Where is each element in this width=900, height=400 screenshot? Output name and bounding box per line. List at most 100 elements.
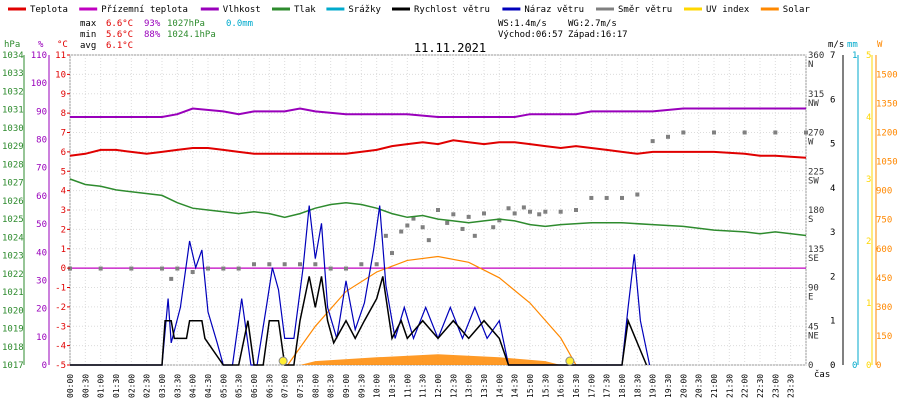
x-tick-label: 20:00 bbox=[679, 374, 688, 398]
x-tick-label: 13:00 bbox=[465, 374, 474, 398]
wind-dir-point bbox=[635, 192, 640, 197]
x-tick-label: 22:30 bbox=[756, 374, 765, 398]
x-tick-label: 08:00 bbox=[311, 374, 320, 398]
wind-dir-tick-label: 0 bbox=[808, 361, 813, 371]
wind-dir-point bbox=[466, 214, 471, 219]
solar-tick-label: 300 bbox=[876, 303, 892, 313]
solar-tick-label: 1200 bbox=[876, 129, 898, 139]
wind-dir-tick-label: 180 bbox=[808, 206, 824, 216]
x-tick-label: 22:00 bbox=[741, 374, 750, 398]
temp-tick-label: -4 bbox=[55, 342, 66, 352]
wind-dir-point bbox=[98, 266, 103, 271]
wind-dir-point bbox=[328, 266, 333, 271]
wind-dir-point bbox=[521, 205, 526, 210]
x-tick-label: 09:30 bbox=[357, 374, 366, 398]
legend-label: Srážky bbox=[348, 5, 381, 15]
wind-dir-point bbox=[620, 195, 624, 200]
wind-speed-tick-label: 5 bbox=[830, 140, 835, 150]
temp-tick-label: 11 bbox=[55, 51, 66, 61]
x-tick-label: 17:00 bbox=[587, 374, 596, 398]
pressure-tick-label: 1020 bbox=[2, 306, 24, 316]
x-tick-label: 05:00 bbox=[219, 374, 228, 398]
x-tick-label: 15:30 bbox=[541, 374, 550, 398]
humidity-tick-label: 90 bbox=[36, 107, 47, 117]
wind-dir-point bbox=[236, 266, 241, 271]
temp-tick-label: 4 bbox=[61, 187, 66, 197]
solar-line bbox=[287, 255, 577, 366]
wind-dir-compass-label: SW bbox=[808, 176, 819, 186]
wind-dir-point bbox=[190, 270, 195, 274]
x-tick-label: 03:00 bbox=[158, 374, 167, 398]
wind-dir-point bbox=[666, 134, 670, 139]
pressure-line bbox=[69, 178, 807, 237]
wind-dir-point bbox=[374, 262, 379, 267]
temp-tick-label: -2 bbox=[55, 303, 66, 313]
wind-dir-compass-label: W bbox=[808, 138, 814, 148]
solar-tick-label: 1050 bbox=[876, 158, 898, 168]
wind-dir-point bbox=[405, 223, 410, 228]
x-tick-label: 11:30 bbox=[419, 374, 428, 398]
legend-label: Tlak bbox=[294, 5, 316, 15]
wind-dir-point bbox=[506, 206, 511, 211]
pressure-tick-label: 1034 bbox=[2, 51, 24, 61]
temperature-line bbox=[69, 139, 807, 159]
wind-dir-point bbox=[445, 220, 450, 225]
solar-tick-label: 150 bbox=[876, 332, 892, 342]
wind-dir-point bbox=[543, 209, 548, 214]
wind-dir-point bbox=[344, 266, 348, 271]
humidity-tick-label: 30 bbox=[36, 276, 47, 286]
humidity-tick-label: 20 bbox=[36, 305, 47, 315]
temp-tick-label: 8 bbox=[61, 109, 66, 119]
pressure-tick-label: 1026 bbox=[2, 197, 24, 207]
wind-dir-point bbox=[282, 262, 287, 267]
x-tick-label: 01:00 bbox=[97, 374, 106, 398]
pressure-tick-label: 1030 bbox=[2, 124, 24, 134]
unit-degc: °C bbox=[57, 40, 68, 50]
wind-dir-point bbox=[160, 266, 164, 271]
legend: Teplota Přízemní teplota Vlhkost Tlak Srážky… bbox=[8, 5, 810, 15]
wind-dir-point bbox=[712, 130, 716, 135]
temp-tick-label: 6 bbox=[61, 148, 66, 158]
uv-tick-label: 1 bbox=[866, 299, 871, 309]
wind-dir-point bbox=[589, 195, 594, 200]
stat-max-press: 1027hPa bbox=[167, 19, 205, 29]
x-tick-label: 12:00 bbox=[434, 374, 443, 398]
humidity-tick-label: 0 bbox=[42, 361, 47, 371]
pressure-tick-label: 1027 bbox=[2, 179, 24, 189]
unit-hpa: hPa bbox=[4, 40, 20, 50]
wind-dir-point bbox=[206, 266, 210, 271]
humidity-tick-label: 80 bbox=[36, 136, 47, 146]
humidity-line bbox=[70, 107, 806, 118]
humidity-tick-label: 40 bbox=[36, 248, 47, 258]
wind-speed-tick-label: 0 bbox=[830, 361, 835, 371]
wind-dir-point bbox=[175, 266, 180, 271]
pressure-tick-label: 1029 bbox=[2, 142, 24, 152]
x-tick-label: 20:30 bbox=[695, 374, 704, 398]
rain-tick-label: 0 bbox=[852, 361, 857, 371]
x-tick-label: 09:00 bbox=[342, 374, 351, 398]
x-tick-label: 21:30 bbox=[725, 374, 734, 398]
unit-mm: mm bbox=[847, 40, 858, 50]
wind-dir-tick-label: 135 bbox=[808, 245, 824, 255]
wind-speed-tick-label: 1 bbox=[830, 317, 835, 327]
humidity-tick-label: 60 bbox=[36, 192, 47, 202]
wind-dir-compass-label: NE bbox=[808, 331, 819, 341]
solar-tick-label: 1350 bbox=[876, 99, 898, 109]
solar-area bbox=[300, 354, 561, 365]
pressure-tick-label: 1021 bbox=[2, 288, 24, 298]
pressure-tick-label: 1032 bbox=[2, 87, 24, 97]
pressure-tick-label: 1018 bbox=[2, 343, 24, 353]
x-tick-label: 18:00 bbox=[618, 374, 627, 398]
x-tick-label: 14:30 bbox=[511, 374, 520, 398]
x-tick-label: 19:30 bbox=[664, 374, 673, 398]
wind-dir-point bbox=[426, 238, 431, 243]
x-tick-label: 21:00 bbox=[710, 374, 719, 398]
pressure-tick-label: 1024 bbox=[2, 233, 24, 243]
x-tick-label: 15:00 bbox=[526, 374, 535, 398]
wind-dir-point bbox=[491, 225, 496, 230]
humidity-tick-label: 100 bbox=[31, 79, 47, 89]
legend-label: Náraz větru bbox=[524, 5, 584, 15]
stat-max-hum: 93% bbox=[144, 19, 161, 29]
wind-speed-tick-label: 7 bbox=[830, 51, 835, 61]
